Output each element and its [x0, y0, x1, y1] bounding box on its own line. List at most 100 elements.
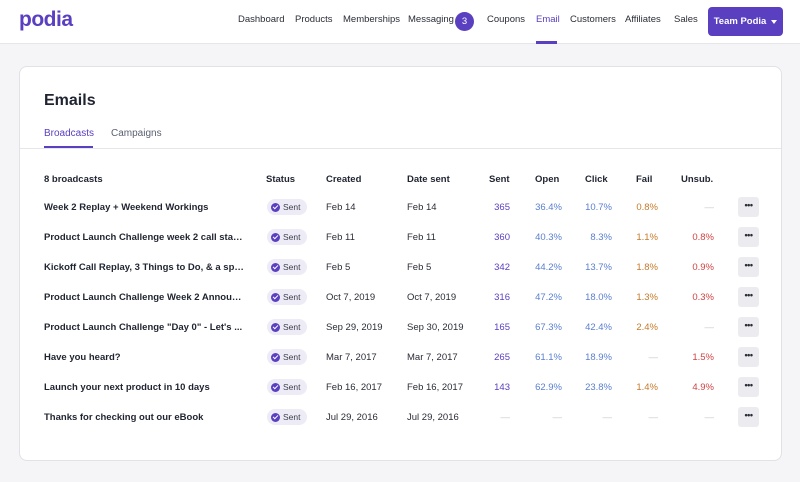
podia-logo[interactable]: podia [19, 8, 73, 31]
click-rate: 42.4% [585, 322, 612, 333]
created-date: Feb 14 [326, 202, 356, 213]
nav-email[interactable]: Email [536, 14, 560, 25]
nav-messaging[interactable]: Messaging [408, 14, 454, 25]
status-badge: Sent [267, 199, 307, 215]
more-options-button[interactable]: ••• [738, 197, 759, 217]
broadcast-name[interactable]: Product Launch Challenge week 2 call sta… [44, 232, 244, 243]
broadcast-name[interactable]: Have you heard? [44, 352, 121, 363]
more-options-button[interactable]: ••• [738, 257, 759, 277]
sent-count: 143 [494, 382, 510, 393]
table-row[interactable]: Week 2 Replay + Weekend Workings Sent Fe… [20, 193, 781, 223]
sent-date: Feb 11 [407, 232, 436, 243]
click-rate: 10.7% [585, 202, 612, 213]
fail-rate: — [648, 412, 659, 423]
created-date: Feb 5 [326, 262, 351, 273]
nav-memberships[interactable]: Memberships [343, 14, 401, 25]
status-label: Sent [283, 412, 301, 422]
open-rate: — [552, 412, 563, 423]
sent-date: Sep 30, 2019 [407, 322, 464, 333]
check-circle-icon [271, 412, 280, 422]
table-row[interactable]: Kickoff Call Replay, 3 Things to Do, & a… [20, 253, 781, 283]
sent-count: 365 [494, 202, 510, 213]
status-badge: Sent [267, 409, 307, 425]
more-options-button[interactable]: ••• [738, 347, 759, 367]
table-row[interactable]: Product Launch Challenge week 2 call sta… [20, 223, 781, 253]
chevron-down-icon [771, 19, 778, 24]
click-rate: 18.9% [585, 352, 612, 363]
more-options-button[interactable]: ••• [738, 407, 759, 427]
broadcast-name[interactable]: Product Launch Challenge Week 2 Announ..… [44, 292, 244, 303]
status-badge: Sent [267, 379, 307, 395]
created-date: Feb 16, 2017 [326, 382, 382, 393]
header-sent: Sent [489, 174, 510, 185]
more-options-button[interactable]: ••• [738, 317, 759, 337]
header-status: Status [266, 174, 296, 185]
more-options-button[interactable]: ••• [738, 377, 759, 397]
unsub-rate: 0.3% [692, 292, 714, 303]
table-row[interactable]: Product Launch Challenge Week 2 Announ..… [20, 283, 781, 313]
unsub-rate: 1.5% [692, 352, 714, 363]
check-circle-icon [271, 292, 280, 302]
fail-rate: 2.4% [636, 322, 658, 333]
fail-rate: 0.8% [636, 202, 658, 213]
status-badge: Sent [267, 319, 307, 335]
broadcast-name[interactable]: Launch your next product in 10 days [44, 382, 210, 393]
sent-date: Feb 14 [407, 202, 437, 213]
click-rate: — [602, 412, 613, 423]
table-row[interactable]: Have you heard? Sent Mar 7, 2017 Mar 7, … [20, 343, 781, 373]
unsub-rate: — [704, 322, 715, 333]
unsub-rate: 4.9% [692, 382, 714, 393]
status-label: Sent [283, 382, 301, 392]
nav-products[interactable]: Products [295, 14, 333, 25]
created-date: Mar 7, 2017 [326, 352, 377, 363]
status-badge: Sent [267, 349, 307, 365]
fail-rate: 1.4% [636, 382, 658, 393]
table-row[interactable]: Thanks for checking out our eBook Sent J… [20, 403, 781, 433]
check-circle-icon [271, 352, 280, 362]
fail-rate: 1.1% [636, 232, 658, 243]
nav-coupons[interactable]: Coupons [487, 14, 526, 25]
header-fail: Fail [636, 174, 653, 185]
status-badge: Sent [267, 259, 307, 275]
broadcast-name[interactable]: Week 2 Replay + Weekend Workings [44, 202, 209, 213]
top-navigation: podia Dashboard Products Memberships Mes… [0, 0, 800, 44]
check-circle-icon [271, 382, 280, 392]
check-circle-icon [271, 232, 280, 242]
unsub-rate: — [704, 412, 715, 423]
nav-dashboard[interactable]: Dashboard [238, 14, 285, 25]
nav-customers[interactable]: Customers [570, 14, 616, 25]
team-menu-button[interactable]: Team Podia [708, 7, 783, 36]
header-unsub: Unsub. [681, 174, 714, 185]
check-circle-icon [271, 202, 280, 212]
tab-divider [20, 148, 781, 149]
nav-affiliates[interactable]: Affiliates [625, 14, 661, 25]
status-label: Sent [283, 232, 301, 242]
tab-campaigns[interactable]: Campaigns [111, 128, 162, 139]
table-row[interactable]: Product Launch Challenge "Day 0" - Let's… [20, 313, 781, 343]
sent-count: 316 [494, 292, 510, 303]
sent-count: 165 [494, 322, 510, 333]
open-rate: 36.4% [535, 202, 562, 213]
status-badge: Sent [267, 289, 307, 305]
tab-broadcasts[interactable]: Broadcasts [44, 128, 95, 139]
click-rate: 13.7% [585, 262, 612, 273]
broadcast-name[interactable]: Kickoff Call Replay, 3 Things to Do, & a… [44, 262, 244, 273]
header-date-sent: Date sent [407, 174, 450, 185]
unsub-rate: 0.8% [692, 232, 714, 243]
sent-count: — [500, 412, 511, 423]
table-row[interactable]: Launch your next product in 10 days Sent… [20, 373, 781, 403]
unsub-rate: — [704, 202, 715, 213]
sent-date: Oct 7, 2019 [407, 292, 457, 303]
created-date: Sep 29, 2019 [326, 322, 383, 333]
fail-rate: 1.3% [636, 292, 658, 303]
more-options-button[interactable]: ••• [738, 287, 759, 307]
nav-sales[interactable]: Sales [674, 14, 698, 25]
fail-rate: — [648, 352, 659, 363]
status-label: Sent [283, 292, 301, 302]
header-open: Open [535, 174, 560, 185]
sent-count: 342 [494, 262, 510, 273]
broadcast-name[interactable]: Product Launch Challenge "Day 0" - Let's… [44, 322, 243, 333]
broadcast-name[interactable]: Thanks for checking out our eBook [44, 412, 204, 423]
unsub-rate: 0.9% [692, 262, 714, 273]
more-options-button[interactable]: ••• [738, 227, 759, 247]
